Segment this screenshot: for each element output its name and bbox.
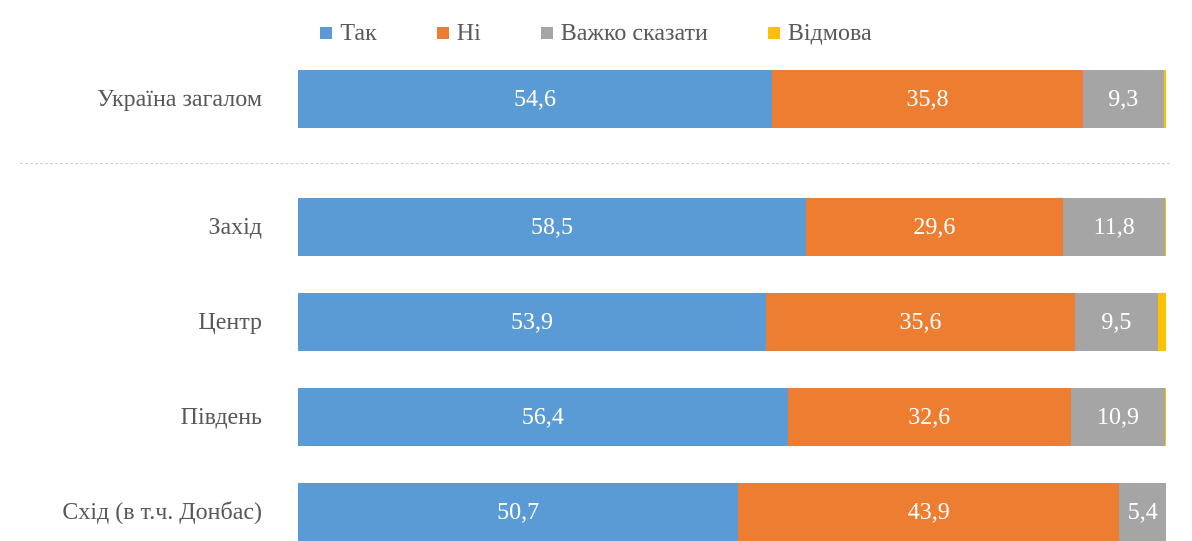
bar-segment: 53,9 — [298, 293, 766, 351]
legend-item-no: Ні — [437, 20, 481, 47]
bar-segment: 10,9 — [1071, 388, 1166, 446]
segment-value: 50,7 — [497, 499, 539, 526]
legend: Так Ні Важко сказати Відмова — [0, 0, 1192, 58]
category-label: Південь — [0, 388, 280, 446]
legend-swatch — [768, 27, 780, 39]
stacked-bar-chart: Так Ні Важко сказати Відмова Україна заг… — [0, 0, 1192, 541]
segment-value: 58,5 — [531, 214, 573, 241]
bar: 58,5 29,6 11,8 — [298, 198, 1168, 256]
bar-segment: 35,6 — [766, 293, 1075, 351]
segment-value: 35,6 — [900, 309, 942, 336]
bar-segment: 56,4 — [298, 388, 788, 446]
legend-swatch — [541, 27, 553, 39]
segment-value: 43,9 — [908, 499, 950, 526]
legend-swatch — [320, 27, 332, 39]
chart-row: Південь 56,4 32,6 10,9 — [0, 388, 1192, 446]
segment-value: 29,6 — [913, 214, 955, 241]
category-label: Україна загалом — [0, 70, 280, 128]
bar-segment: 50,7 — [298, 483, 738, 541]
bar-segment — [1165, 388, 1166, 446]
category-label: Центр — [0, 293, 280, 351]
bar-segment: 29,6 — [806, 198, 1063, 256]
bar-segment: 35,8 — [772, 70, 1083, 128]
bar-segment: 5,4 — [1119, 483, 1166, 541]
bar: 54,6 35,8 9,3 — [298, 70, 1168, 128]
legend-label: Так — [340, 20, 376, 47]
bar-segment — [1158, 293, 1167, 351]
legend-item-refusal: Відмова — [768, 20, 872, 47]
legend-item-hard-to-say: Важко сказати — [541, 20, 708, 47]
bar: 53,9 35,6 9,5 — [298, 293, 1168, 351]
chart-row: Захід 58,5 29,6 11,8 — [0, 198, 1192, 256]
legend-item-yes: Так — [320, 20, 376, 47]
legend-label: Відмова — [788, 20, 872, 47]
chart-row: Україна загалом 54,6 35,8 9,3 — [0, 70, 1192, 128]
bar: 50,7 43,9 5,4 — [298, 483, 1168, 541]
bar-segment: 58,5 — [298, 198, 806, 256]
legend-swatch — [437, 27, 449, 39]
legend-label: Важко сказати — [561, 20, 708, 47]
bar-segment: 9,5 — [1075, 293, 1157, 351]
bar-segment: 9,3 — [1083, 70, 1164, 128]
bar: 56,4 32,6 10,9 — [298, 388, 1168, 446]
bar-segment: 11,8 — [1063, 198, 1165, 256]
segment-value: 5,4 — [1128, 499, 1158, 526]
bar-segment: 54,6 — [298, 70, 772, 128]
segment-value: 11,8 — [1094, 214, 1135, 241]
bar-segment — [1165, 198, 1166, 256]
chart-row: Схід (в т.ч. Донбас) 50,7 43,9 5,4 — [0, 483, 1192, 541]
legend-label: Ні — [457, 20, 481, 47]
segment-value: 54,6 — [514, 86, 556, 113]
category-label: Захід — [0, 198, 280, 256]
segment-value: 35,8 — [906, 86, 948, 113]
chart-row: Центр 53,9 35,6 9,5 — [0, 293, 1192, 351]
bar-segment — [1164, 70, 1167, 128]
bar-segment: 43,9 — [738, 483, 1119, 541]
group-divider — [20, 163, 1170, 164]
segment-value: 56,4 — [522, 404, 564, 431]
segment-value: 32,6 — [908, 404, 950, 431]
segment-value: 10,9 — [1097, 404, 1139, 431]
segment-value: 9,3 — [1108, 86, 1138, 113]
category-label: Схід (в т.ч. Донбас) — [0, 483, 280, 541]
segment-value: 9,5 — [1101, 309, 1131, 336]
bar-segment: 32,6 — [788, 388, 1071, 446]
segment-value: 53,9 — [511, 309, 553, 336]
